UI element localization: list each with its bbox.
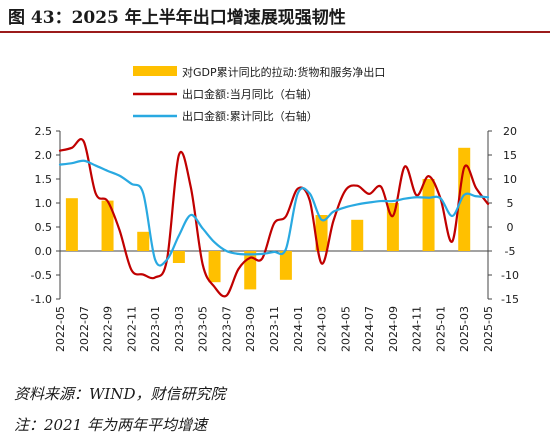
bar	[458, 147, 471, 251]
left-tick-label: -0.5	[31, 269, 52, 282]
left-tick-label: 0.0	[35, 245, 53, 258]
chart: 对GDP累计同比的拉动:货物和服务净出口 出口金额:当月同比（右轴） 出口金额:…	[31, 65, 519, 352]
x-tick-label: 2023-11	[268, 306, 281, 352]
x-tick-label: 2024-11	[411, 306, 424, 352]
bar	[279, 251, 292, 280]
x-tick-label: 2024-05	[339, 306, 352, 352]
right-tick-label: 15	[503, 149, 517, 162]
bar	[351, 219, 364, 251]
x-tick-label: 2022-07	[78, 306, 91, 352]
left-tick-label: 2.0	[35, 149, 53, 162]
x-tick-label: 2024-01	[292, 306, 305, 352]
legend-label-bar: 对GDP累计同比的拉动:货物和服务净出口	[182, 65, 385, 79]
right-tick-label: -10	[501, 269, 519, 282]
left-tick-label: 1.5	[35, 173, 53, 186]
x-tick-label: 2023-05	[197, 306, 210, 352]
x-tick-label: 2025-01	[434, 306, 447, 352]
legend-label-month: 出口金额:当月同比（右轴）	[182, 87, 318, 101]
left-tick-label: 0.5	[35, 221, 53, 234]
x-tick-label: 2022-11	[125, 306, 138, 352]
footnote: 注：2021 年为两年平均增速	[14, 416, 207, 434]
left-tick-label: 2.5	[35, 125, 53, 138]
right-tick-label: 10	[503, 173, 517, 186]
x-tick-label: 2025-03	[458, 306, 471, 352]
bar	[172, 251, 185, 263]
line-cumulative-yoy	[58, 159, 490, 267]
x-tick-label: 2024-07	[363, 306, 376, 352]
axes: 2.5 2.0 1.5 1.0 0.5 0.0 -0.5 -1.0 20 15 10 5 0 -5 -10 -…	[31, 125, 519, 352]
line-monthly-yoy	[58, 138, 490, 298]
x-tick-label: 2023-09	[244, 306, 257, 352]
bar	[208, 251, 221, 283]
legend-swatch-bar	[133, 66, 177, 76]
left-tick-label: -1.0	[31, 293, 52, 306]
bar	[101, 200, 114, 251]
x-tick-label: 2025-05	[482, 306, 495, 352]
bar	[137, 231, 150, 251]
right-tick-label: 0	[507, 221, 514, 234]
title-rule	[0, 31, 550, 33]
x-tick-label: 2022-05	[54, 306, 67, 352]
legend: 对GDP累计同比的拉动:货物和服务净出口 出口金额:当月同比（右轴） 出口金额:…	[133, 65, 385, 123]
right-tick-label: -5	[505, 245, 516, 258]
source-note: 资料来源：WIND，财信研究院	[14, 385, 226, 403]
x-tick-label: 2023-03	[173, 306, 186, 352]
x-tick-label: 2023-01	[149, 306, 162, 352]
right-tick-label: 5	[507, 197, 514, 210]
bar-series	[65, 147, 471, 290]
x-tick-label: 2022-09	[102, 306, 115, 352]
line-series	[58, 138, 490, 298]
figure-title: 图 43：2025 年上半年出口增速展现强韧性	[8, 8, 346, 28]
right-tick-label: 20	[503, 125, 517, 138]
bar	[315, 215, 328, 251]
legend-label-cumulative: 出口金额:累计同比（右轴）	[182, 109, 318, 123]
x-tick-label: 2024-03	[316, 306, 329, 352]
bar	[422, 179, 435, 251]
x-tick-label: 2023-07	[220, 306, 233, 352]
bar	[65, 198, 78, 251]
x-tick-label: 2024-09	[387, 306, 400, 352]
left-tick-label: 1.0	[35, 197, 53, 210]
right-tick-label: -15	[501, 293, 519, 306]
